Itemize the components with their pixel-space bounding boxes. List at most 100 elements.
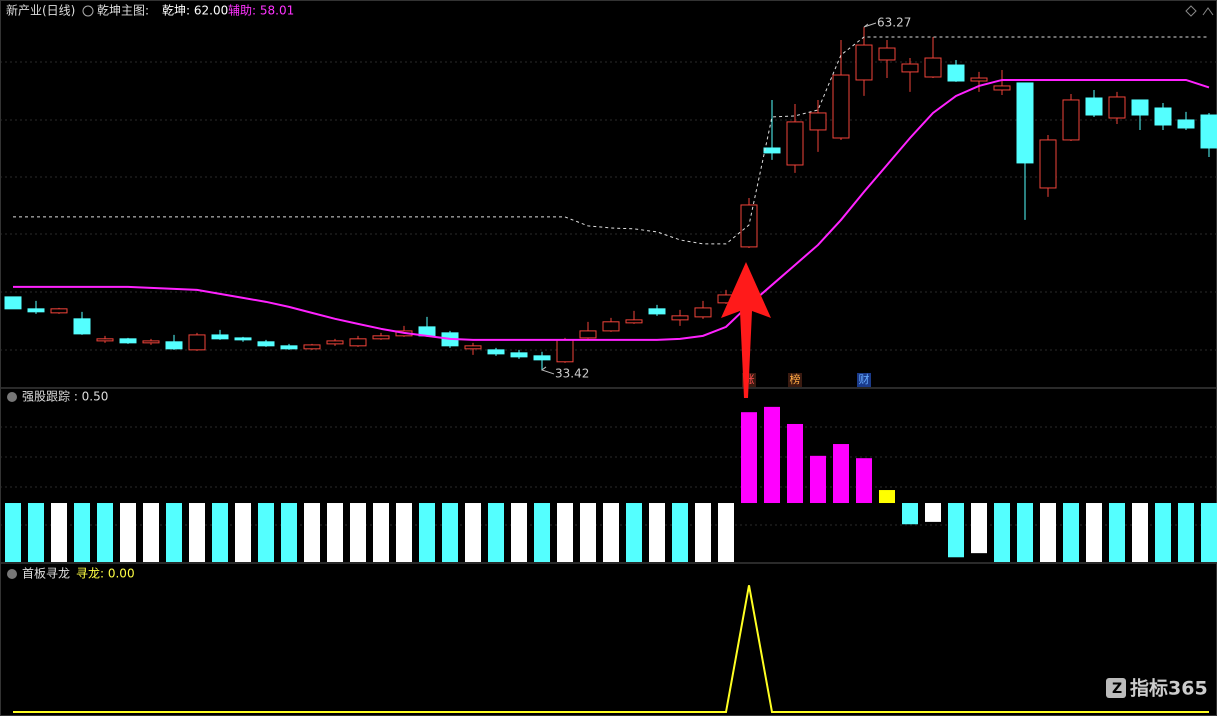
candle-body (372, 335, 390, 340)
candle-body (1108, 96, 1126, 119)
bar (672, 503, 688, 562)
bar (1040, 503, 1056, 562)
bar (741, 412, 757, 504)
bar (879, 490, 895, 504)
bar (143, 503, 159, 562)
bar (1178, 503, 1194, 562)
bar (488, 503, 504, 562)
bar (626, 503, 642, 562)
grid (0, 61, 1217, 526)
bar (833, 444, 849, 504)
annotation-pointer (863, 22, 877, 28)
candle-body (1039, 139, 1057, 189)
candle-body (349, 338, 367, 347)
candle-body (602, 321, 620, 332)
candle-body (648, 308, 666, 315)
bar (534, 503, 550, 562)
annotation-pointer (540, 366, 555, 375)
candle-body (694, 307, 712, 318)
candle-body (96, 338, 114, 342)
candle-body (280, 345, 298, 350)
candle-body (993, 85, 1011, 91)
bar (971, 503, 987, 554)
bar (5, 503, 21, 562)
candle-body (533, 355, 551, 361)
bar (764, 406, 780, 504)
candle-body (142, 340, 160, 344)
candle-body (901, 63, 919, 73)
candle-body (73, 318, 91, 335)
bar (787, 423, 803, 504)
bar (511, 503, 527, 562)
bar (718, 503, 734, 562)
bar (1132, 503, 1148, 562)
candle-body (556, 339, 574, 363)
collapse-icon[interactable] (7, 392, 17, 402)
candle-body (1085, 97, 1103, 116)
annotation: 33.42 (555, 366, 589, 380)
candle-body (1154, 107, 1172, 126)
candle-body (1062, 99, 1080, 141)
candle-body (763, 147, 781, 154)
diamond-icon[interactable] (1185, 5, 1197, 17)
bar (258, 503, 274, 562)
collapse-icon[interactable] (1202, 7, 1214, 16)
bar (1063, 503, 1079, 562)
bar (856, 458, 872, 504)
candle-body (625, 319, 643, 324)
icon[interactable] (82, 5, 94, 17)
candle-body (878, 47, 896, 61)
candle-body (510, 352, 528, 358)
marker: 榜 (790, 372, 801, 386)
candle-body (855, 44, 873, 81)
candle-body (740, 204, 758, 248)
marker: 财 (859, 372, 870, 386)
candle-body (165, 341, 183, 350)
chart-title: 强股跟踪 : 0.50 (22, 390, 108, 404)
candle-body (1016, 82, 1034, 164)
bar (51, 503, 67, 562)
bar (1109, 503, 1125, 562)
legend-entry: 寻龙: 0.00 (76, 567, 135, 581)
candle-body (947, 64, 965, 82)
dashed-line (13, 36, 1209, 245)
candle-body (1131, 99, 1149, 116)
candle-body (50, 308, 68, 314)
collapse-icon[interactable] (7, 569, 17, 579)
indicator-line (13, 78, 1210, 341)
chart-title: 首板寻龙 (22, 567, 70, 581)
bar (373, 503, 389, 562)
candle-body (1177, 119, 1195, 129)
candle-body (786, 121, 804, 166)
bar (28, 503, 44, 562)
marker: 涨 (744, 373, 755, 386)
candle-body (671, 315, 689, 321)
bar (649, 503, 665, 562)
candle-body (1200, 114, 1217, 149)
bar (120, 503, 136, 562)
annotation: 63.27 (877, 16, 911, 30)
arrow (721, 262, 771, 398)
bar (695, 503, 711, 562)
bar (994, 503, 1010, 562)
bar (189, 503, 205, 562)
bar (212, 503, 228, 562)
watermark: 指标365 (1130, 678, 1208, 700)
legend-entry: 乾坤: 62.00 (162, 3, 228, 18)
bar (304, 503, 320, 562)
bar (442, 503, 458, 562)
bar (603, 503, 619, 562)
candle-body (211, 334, 229, 340)
bar (350, 503, 366, 562)
candle-body (326, 340, 344, 345)
bar (1017, 503, 1033, 562)
chart-subtitle: 乾坤主图: (97, 3, 149, 18)
marker-bg (788, 373, 802, 387)
candle-body (119, 338, 137, 344)
marker-bg (857, 373, 871, 387)
bar (74, 503, 90, 562)
chart-title: 新产业(日线) (6, 3, 75, 18)
bar (281, 503, 297, 562)
